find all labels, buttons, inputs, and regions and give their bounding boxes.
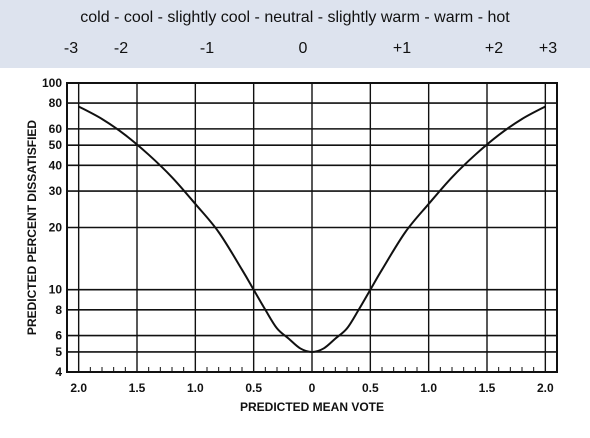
- x-tick-label: 2.0: [537, 381, 554, 395]
- y-tick-label: 50: [49, 138, 63, 152]
- ppd-curve: [78, 105, 546, 353]
- x-tick-label: 1.5: [129, 381, 146, 395]
- ppd-pmv-chart: 4 5 6 8 10 20 30 40 50 60 80 100 2.0 1.5 1.0 0.5 0 0.5 1.0…: [25, 76, 558, 414]
- y-tick-label: 80: [49, 96, 63, 110]
- scale-number: -3: [63, 40, 79, 57]
- scale-number: -1: [199, 40, 215, 57]
- y-tick-label: 5: [55, 345, 62, 359]
- scale-number: +3: [538, 40, 558, 57]
- thermal-sensation-words: cold - cool - slightly cool - neutral - …: [80, 9, 510, 26]
- y-tick-label: 30: [49, 184, 63, 198]
- y-tick-label: 100: [42, 76, 62, 90]
- y-tick-label: 10: [49, 283, 63, 297]
- y-tick-label: 40: [49, 158, 63, 172]
- x-tick-label: 0.5: [245, 381, 262, 395]
- plot-frame: [66, 82, 558, 373]
- x-tick-label: 1.0: [420, 381, 437, 395]
- y-tick-label: 20: [49, 221, 63, 235]
- x-tick-label: 0: [309, 381, 316, 395]
- x-axis-title: PREDICTED MEAN VOTE: [240, 400, 384, 414]
- y-tick-label: 4: [55, 365, 62, 379]
- scale-number: +1: [392, 40, 412, 57]
- thermal-sensation-scale: cold - cool - slightly cool - neutral - …: [0, 0, 590, 68]
- x-tick-label: 1.5: [479, 381, 496, 395]
- y-axis-title: PREDICTED PERCENT DISSATISFIED: [25, 120, 39, 335]
- x-tick-label: 1.0: [187, 381, 204, 395]
- scale-number: +2: [484, 40, 504, 57]
- y-tick-label: 6: [55, 329, 62, 343]
- x-tick-label: 0.5: [362, 381, 379, 395]
- y-tick-label: 60: [49, 122, 63, 136]
- y-tick-label: 8: [55, 303, 62, 317]
- x-tick-label: 2.0: [70, 381, 87, 395]
- scale-number: 0: [298, 40, 308, 57]
- scale-number: -2: [113, 40, 129, 57]
